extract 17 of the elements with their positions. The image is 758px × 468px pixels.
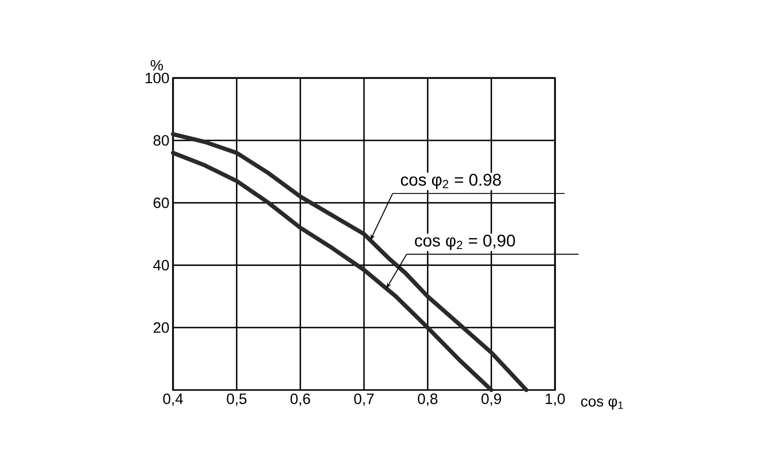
x-tick-label: 0,6	[290, 394, 310, 406]
y-axis-title: %	[150, 60, 163, 70]
y-tick-label: 20	[154, 322, 169, 333]
y-tick-label: 80	[154, 135, 169, 146]
x-tick-label: 1,0	[546, 394, 565, 406]
x-tick-label: 0,4	[163, 394, 183, 406]
x-tick-label: 0,7	[354, 394, 374, 406]
x-axis-title: cos φ$_{1}$	[581, 398, 623, 410]
annotation: cos φ$_{2}$ = 0,90	[414, 234, 515, 250]
y-tick-label: 60	[154, 198, 169, 208]
x-tick-label: 0,8	[418, 394, 438, 406]
annotation: cos φ$_{2}$ = 0.98	[400, 174, 501, 190]
y-tick-label: 40	[153, 260, 169, 270]
x-tick-label: 0,5	[226, 394, 246, 406]
line-series	[170, 132, 528, 392]
y-tick-label: 100	[146, 72, 169, 84]
x-tick-label: 0,9	[482, 394, 502, 406]
